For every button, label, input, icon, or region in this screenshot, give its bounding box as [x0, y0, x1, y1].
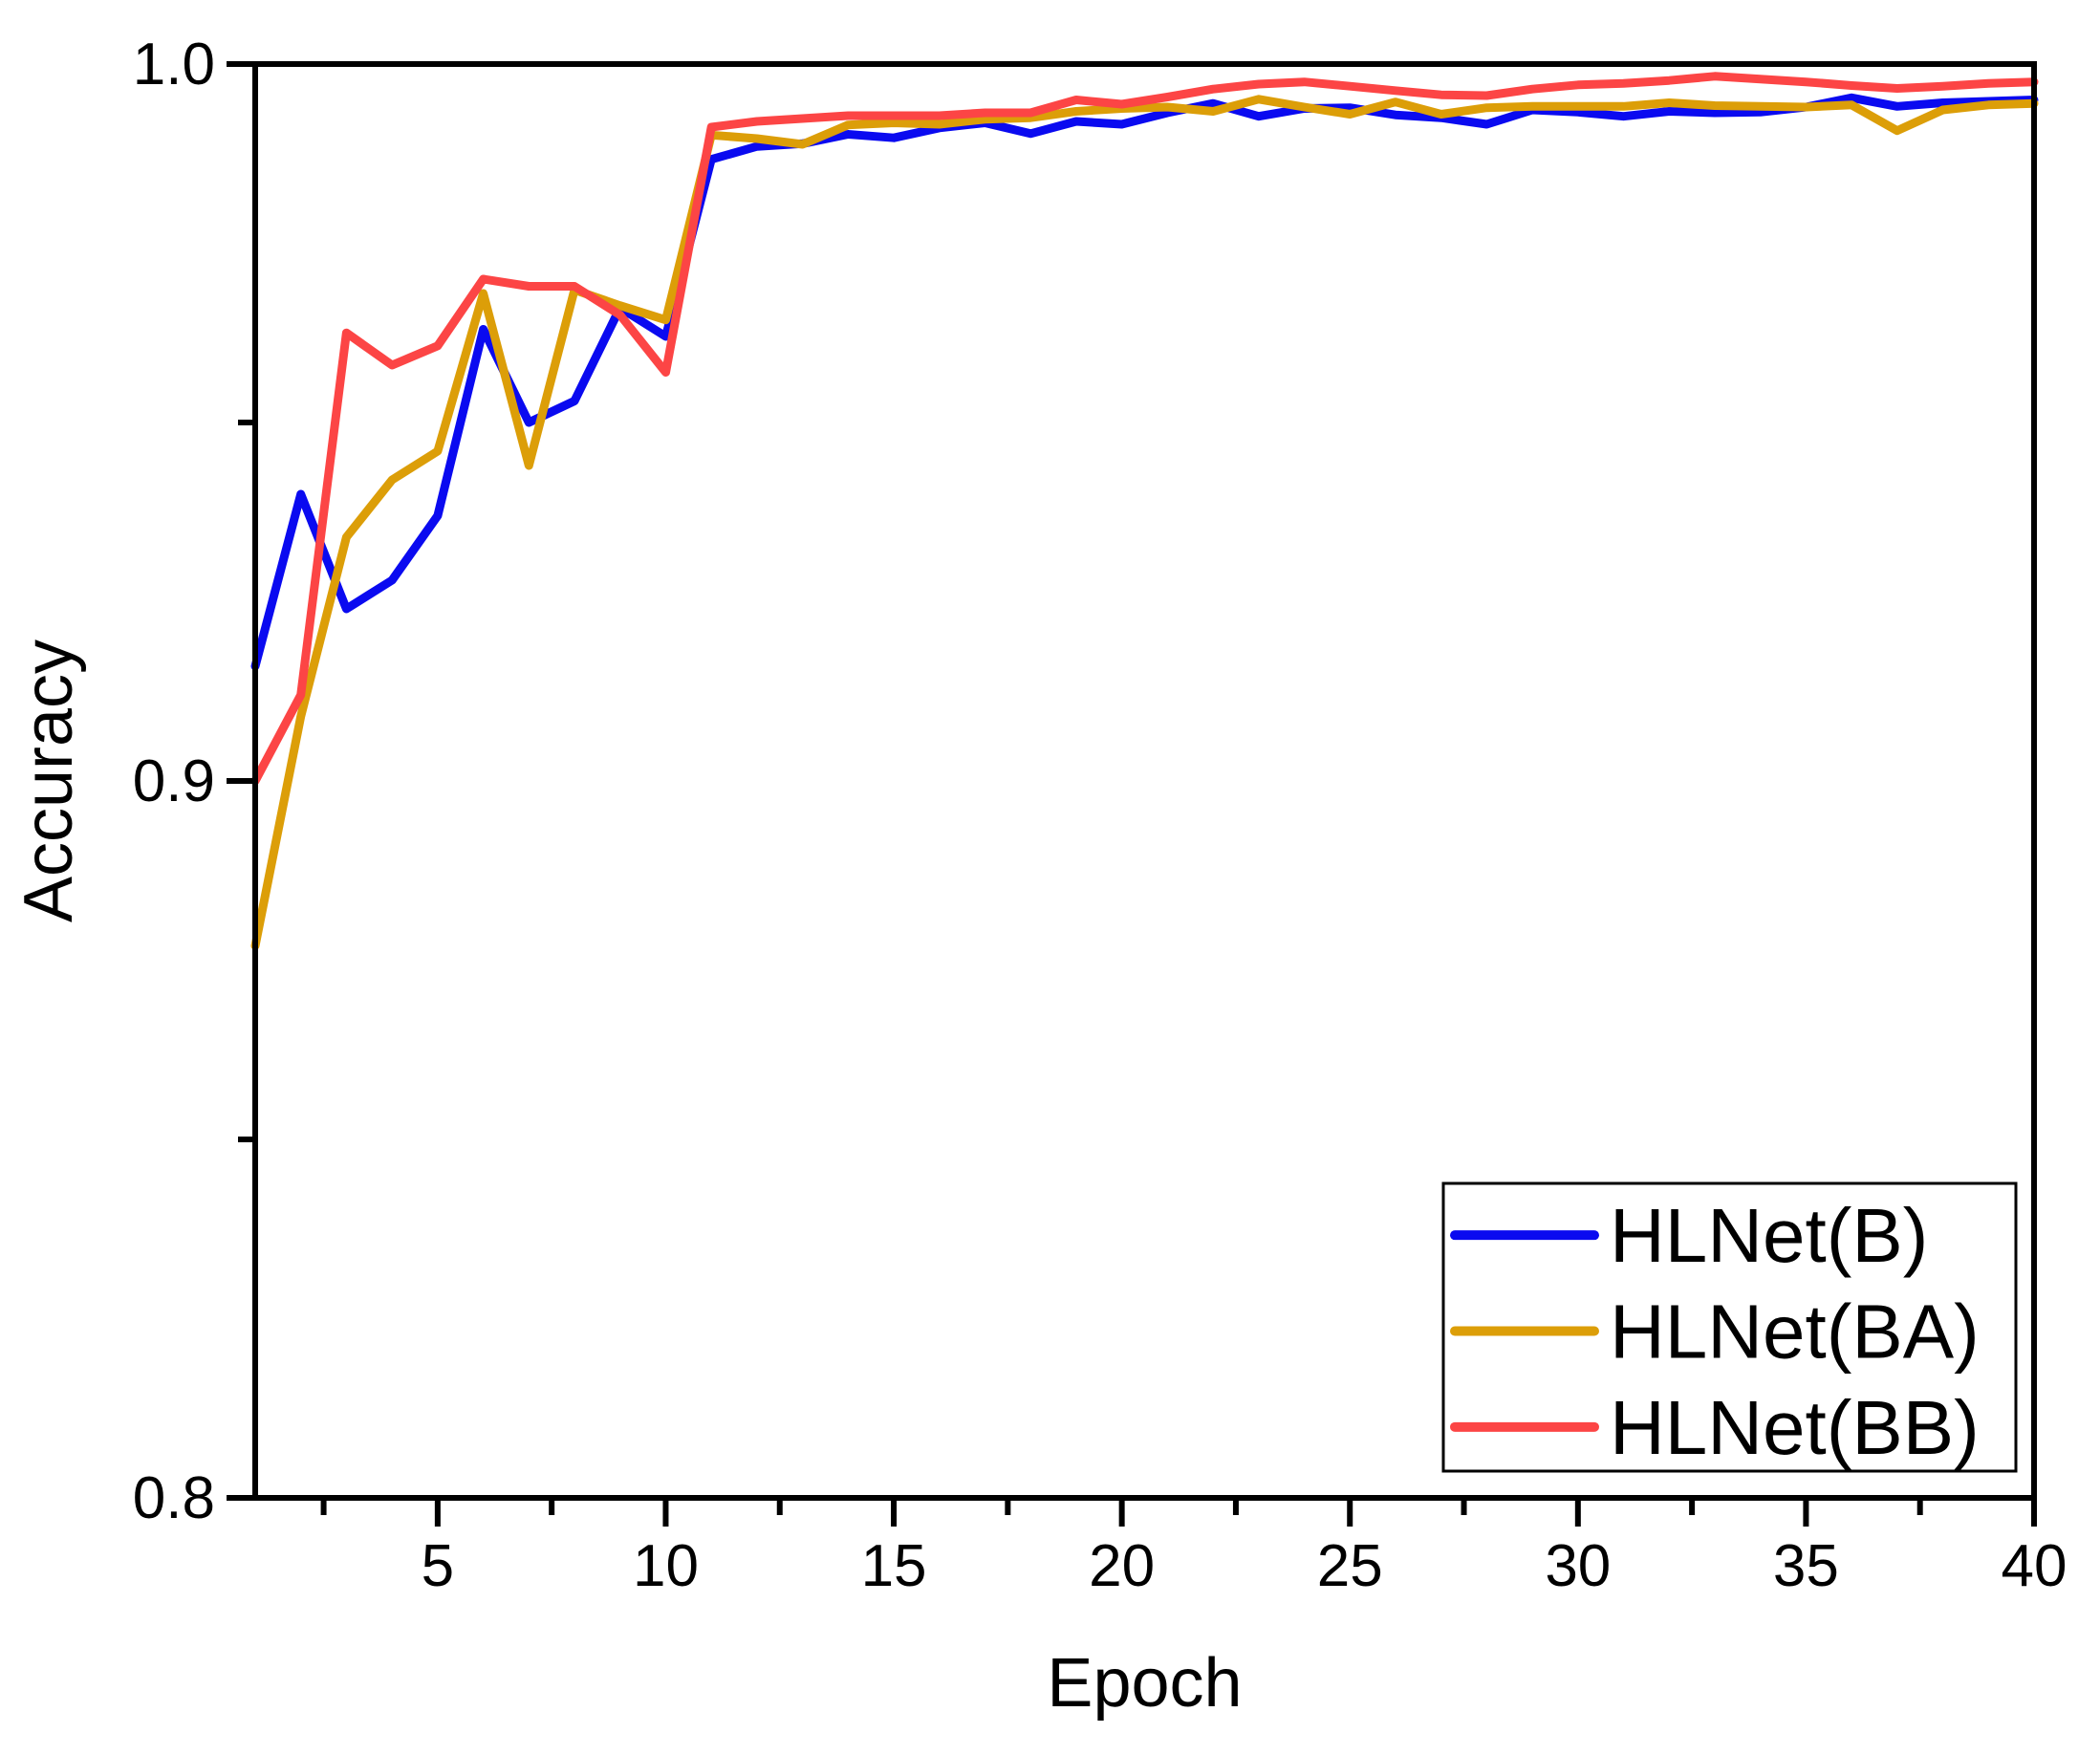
x-tick-label: 10 — [633, 1533, 699, 1599]
series-line-hlnet-b — [250, 93, 2039, 671]
legend-label: HLNet(BB) — [1610, 1385, 1980, 1470]
x-tick-label: 25 — [1317, 1533, 1383, 1599]
x-tick-label: 20 — [1089, 1533, 1155, 1599]
y-axis-label: Accuracy — [11, 639, 87, 922]
x-tick-label: 35 — [1773, 1533, 1839, 1599]
x-axis-label: Epoch — [1047, 1645, 1242, 1722]
legend-label: HLNet(B) — [1610, 1193, 1928, 1278]
series-line-hlnet-bb — [250, 72, 2039, 786]
y-tick-label: 0.8 — [133, 1465, 215, 1531]
series-line-hlnet-ba — [250, 95, 2039, 950]
x-tick-label: 40 — [2002, 1533, 2068, 1599]
y-tick-label: 0.9 — [133, 748, 215, 814]
legend-label: HLNet(BA) — [1610, 1289, 1980, 1375]
y-tick-label: 1.0 — [133, 32, 215, 98]
x-tick-label: 15 — [861, 1533, 927, 1599]
x-tick-label: 5 — [422, 1533, 454, 1599]
x-tick-label: 30 — [1545, 1533, 1611, 1599]
